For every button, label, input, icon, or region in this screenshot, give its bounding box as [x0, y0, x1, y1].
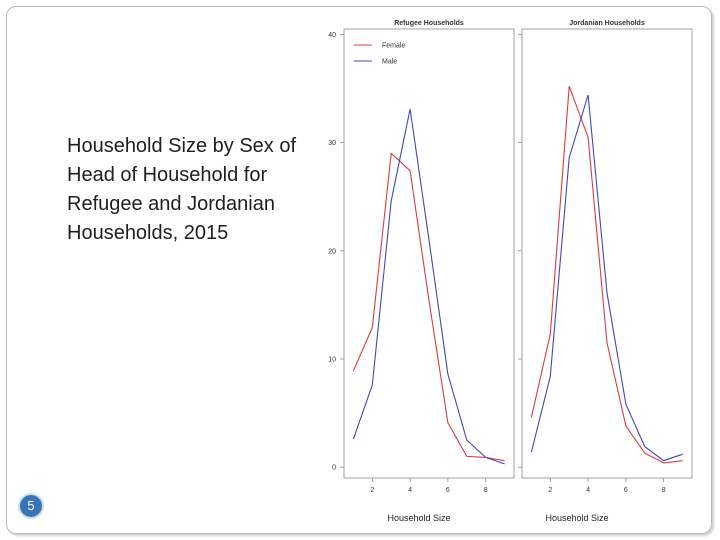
panel-frame: [521, 28, 693, 479]
series-line-male: [530, 94, 683, 462]
y-tick-label: 0: [332, 465, 336, 472]
x-tick-label: 4: [586, 487, 590, 494]
chart-panel-1: Refugee Households 0 10 20 30 40 2 4 6 8 Household…: [328, 20, 515, 523]
series-line-female: [352, 152, 505, 462]
legend-label-female: Female: [382, 43, 405, 50]
slide-title: Household Size by Sex of Head of Househo…: [67, 135, 297, 244]
series-line-male: [352, 108, 505, 465]
slide-frame: [6, 6, 712, 534]
chart-panel-2: Jordanian Households 2 4 6 8 Household Size: [518, 20, 693, 523]
legend-label-male: Male: [382, 59, 397, 66]
x-axis-label: Household Size: [387, 513, 450, 523]
page-number: 5: [27, 498, 35, 513]
x-tick-label: 2: [548, 487, 552, 494]
y-tick-label: 20: [328, 248, 336, 255]
x-axis-label: Household Size: [545, 513, 608, 523]
page-number-badge: [18, 493, 44, 519]
x-tick-label: 8: [662, 487, 666, 494]
series-line-female: [530, 86, 683, 464]
x-tick-label: 8: [484, 487, 488, 494]
x-tick-label: 6: [446, 487, 450, 494]
x-tick-label: 6: [624, 487, 628, 494]
y-tick-label: 40: [328, 32, 336, 39]
panel-title: Jordanian Households: [569, 20, 645, 27]
y-tick-label: 30: [328, 140, 336, 147]
x-tick-label: 4: [408, 487, 412, 494]
x-tick-label: 2: [370, 487, 374, 494]
panel-frame: [343, 28, 515, 479]
panel-title: Refugee Households: [394, 20, 464, 27]
y-tick-label: 10: [328, 356, 336, 363]
chart-panels: Refugee Households 0 10 20 30 40 2 4 6 8 Household…: [328, 20, 693, 523]
